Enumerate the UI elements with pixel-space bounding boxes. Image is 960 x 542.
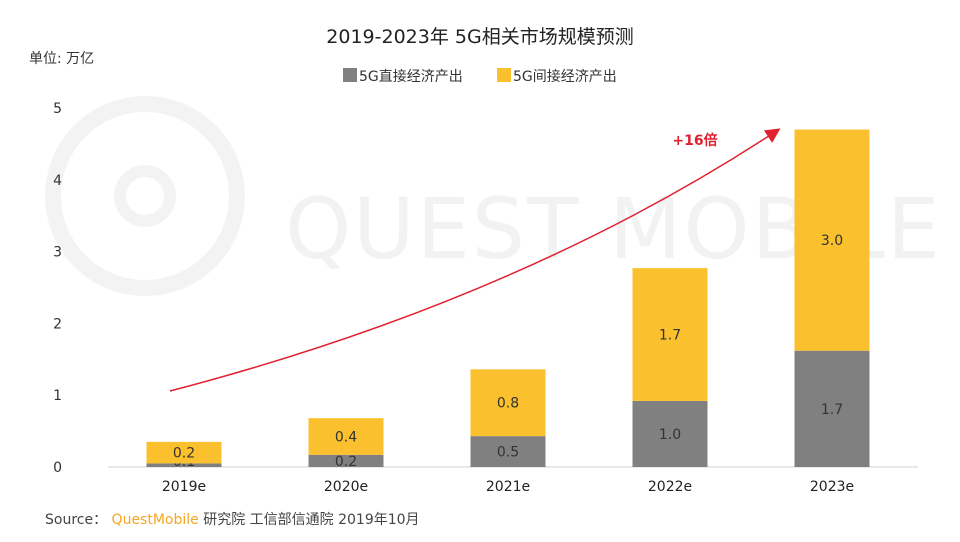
data-label: 3.0 — [821, 233, 843, 249]
bar-indirect-2020e — [308, 418, 384, 455]
bar-direct-2020e — [308, 454, 384, 467]
y-axis: 0 1 2 3 4 5 — [53, 101, 62, 476]
bar-direct-2021e — [470, 436, 546, 467]
y-tick-label: 0 — [53, 460, 62, 476]
legend-swatch-indirect — [497, 68, 511, 82]
data-label: 0.5 — [497, 445, 519, 461]
y-tick-label: 2 — [53, 316, 62, 332]
watermark-logo-dot — [114, 165, 176, 227]
growth-arrow — [169, 128, 781, 392]
data-label: 1.7 — [659, 328, 681, 344]
data-label: 0.2 — [335, 454, 357, 470]
y-tick-label: 4 — [53, 173, 62, 189]
legend: 5G直接经济产出 5G间接经济产出 — [343, 68, 617, 85]
bar-indirect-2021e — [470, 369, 546, 437]
x-tick-label: 2022e — [648, 479, 692, 495]
x-tick-label: 2019e — [162, 479, 206, 495]
source-prefix: Source： — [45, 512, 108, 528]
data-label: 0.2 — [173, 446, 195, 462]
source-note: Source： QuestMobile 研究院 工信部信通院 2019年10月 — [45, 509, 420, 529]
data-label: 0.4 — [335, 429, 357, 445]
data-label: 1.0 — [659, 427, 681, 443]
bar-direct-2019e — [146, 463, 222, 467]
legend-swatch-direct — [343, 68, 357, 82]
x-tick-label: 2021e — [486, 479, 530, 495]
unit-label: 单位: 万亿 — [29, 51, 94, 67]
source-brand: QuestMobile — [111, 512, 199, 528]
growth-annotation: +16倍 — [672, 132, 717, 149]
bar-indirect-2023e — [794, 129, 870, 351]
y-tick-label: 3 — [53, 245, 62, 261]
data-label: 1.7 — [821, 402, 843, 418]
watermark-logo-ring — [45, 96, 245, 296]
x-axis: 2019e 2020e 2021e 2022e 2023e — [162, 479, 854, 495]
y-tick-label: 1 — [53, 388, 62, 404]
source-rest: 研究院 工信部信通院 2019年10月 — [203, 512, 420, 528]
x-tick-label: 2023e — [810, 479, 854, 495]
chart-title: 2019-2023年 5G相关市场规模预测 — [326, 26, 633, 48]
y-tick-label: 5 — [53, 101, 62, 117]
data-label: 0.8 — [497, 396, 519, 412]
x-tick-label: 2020e — [324, 479, 368, 495]
bars: 0.10.20.20.40.50.81.01.71.73.0 — [146, 129, 870, 470]
bar-direct-2022e — [632, 400, 708, 467]
bar-direct-2023e — [794, 350, 870, 467]
legend-label-direct: 5G直接经济产出 — [359, 68, 463, 85]
bar-indirect-2022e — [632, 268, 708, 401]
legend-label-indirect: 5G间接经济产出 — [513, 68, 617, 85]
bar-indirect-2019e — [146, 441, 222, 464]
